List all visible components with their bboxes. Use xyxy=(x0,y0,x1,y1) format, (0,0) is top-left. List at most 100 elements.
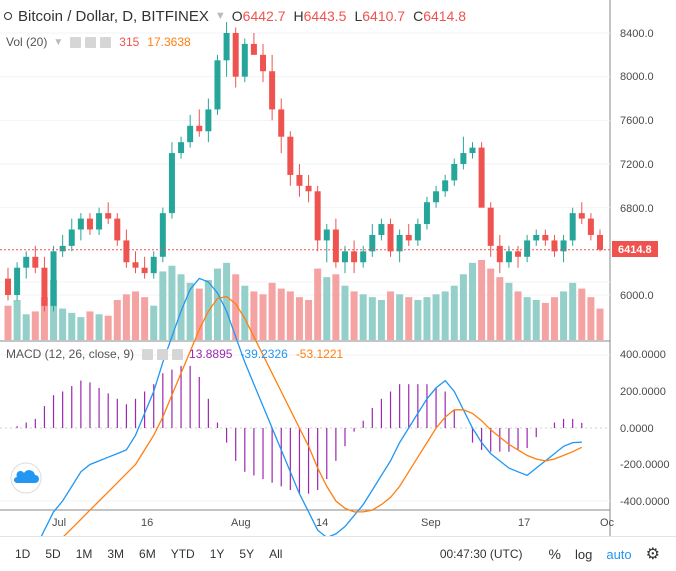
symbol-header[interactable]: Bitcoin / Dollar, D, BITFINEX ▼ O6442.7 … xyxy=(4,6,474,26)
volume-bar xyxy=(132,291,140,340)
volume-bar xyxy=(141,297,149,340)
range-all-button[interactable]: All xyxy=(269,547,283,561)
candle-body xyxy=(578,213,585,219)
volume-bar xyxy=(314,268,322,340)
candle-body xyxy=(23,256,30,268)
volume-bar xyxy=(432,294,440,340)
range-1d-button[interactable]: 1D xyxy=(15,547,31,561)
ohlc-low: L6410.7 xyxy=(354,8,405,24)
volume-bar xyxy=(232,274,240,340)
candle-body xyxy=(214,60,221,110)
volume-bar xyxy=(122,294,130,340)
candle-body xyxy=(524,240,531,257)
volume-bar xyxy=(596,308,604,340)
macd-tick: -200.0000 xyxy=(620,459,670,471)
volume-bar xyxy=(150,305,158,340)
candle-body xyxy=(496,245,503,263)
candle-body xyxy=(114,218,121,241)
candle-body xyxy=(405,234,412,241)
settings-icon[interactable] xyxy=(85,36,97,48)
volume-bar xyxy=(414,300,422,340)
status-dot-icon xyxy=(4,12,12,20)
range-5y-button[interactable]: 5Y xyxy=(239,547,255,561)
macd-tick: -400.0000 xyxy=(620,496,670,508)
log-toggle[interactable]: log xyxy=(574,546,593,562)
candle-body xyxy=(241,43,248,77)
range-6m-button[interactable]: 6M xyxy=(139,547,156,561)
low-value: 6410.7 xyxy=(362,8,406,24)
volume-bar xyxy=(104,315,112,340)
close-icon[interactable] xyxy=(172,348,184,360)
macd-histogram-value: 13.8895 xyxy=(189,347,233,361)
ohlc-high: H6443.5 xyxy=(294,8,347,24)
macd-histogram xyxy=(16,365,583,494)
volume-bar xyxy=(514,291,522,340)
range-1m-button[interactable]: 1M xyxy=(75,547,93,561)
volume-bar xyxy=(68,312,76,340)
candle-body xyxy=(187,125,194,143)
signal-line xyxy=(63,295,583,536)
chevron-down-icon[interactable]: ▼ xyxy=(53,36,64,48)
grid xyxy=(0,32,610,502)
range-1y-button[interactable]: 1Y xyxy=(209,547,225,561)
time-tick: 14 xyxy=(316,517,328,529)
candle-body xyxy=(314,191,321,241)
macd-legend[interactable]: MACD (12, 26, close, 9) 13.8895 -39.2326… xyxy=(6,347,343,361)
volume-bar xyxy=(377,300,385,340)
volume-bars xyxy=(4,260,604,340)
candle-body xyxy=(505,251,512,263)
range-5d-button[interactable]: 5D xyxy=(45,547,61,561)
gear-icon[interactable]: ⚙ xyxy=(645,546,660,563)
volume-bar xyxy=(387,291,395,340)
candle-body xyxy=(433,191,440,203)
candle-body xyxy=(141,267,148,274)
close-icon[interactable] xyxy=(100,36,112,48)
chart-svg[interactable]: 8400.0 8000.0 7600.0 7200.0 6800.0 6000.… xyxy=(0,0,676,536)
volume-bar xyxy=(259,294,267,340)
volume-bar xyxy=(578,288,586,340)
macd-value: -39.2326 xyxy=(240,347,288,361)
candle-body xyxy=(551,240,558,252)
volume-bar xyxy=(186,282,194,340)
close-label: C xyxy=(413,8,424,24)
volume-bar xyxy=(213,268,221,340)
candle-body xyxy=(387,224,394,252)
volume-bar xyxy=(40,297,48,340)
macd-title[interactable]: MACD (12, 26, close, 9) xyxy=(6,347,135,361)
range-3m-button[interactable]: 3M xyxy=(107,547,125,561)
candle-body xyxy=(50,251,57,306)
candle-body xyxy=(278,109,285,137)
range-ytd-button[interactable]: YTD xyxy=(170,547,195,561)
candle-body xyxy=(150,256,157,274)
time-tick: Oc xyxy=(600,517,615,529)
candle-body xyxy=(250,43,257,55)
price-tick: 6000.0 xyxy=(620,290,654,302)
volume-title[interactable]: Vol (20) xyxy=(6,35,48,49)
time-tick: Sep xyxy=(421,517,441,529)
volume-legend[interactable]: Vol (20) ▼ 315 17.3638 xyxy=(6,35,191,49)
candle-body xyxy=(569,213,576,241)
volume-bar xyxy=(396,294,404,340)
price-tick: 7200.0 xyxy=(620,159,654,171)
volume-bar xyxy=(560,291,568,340)
macd-tick: 400.0000 xyxy=(620,349,666,361)
candle-body xyxy=(260,54,267,72)
utc-clock[interactable]: 00:47:30 (UTC) xyxy=(439,547,523,561)
tradingview-cloud-icon[interactable] xyxy=(10,462,42,494)
chevron-down-icon[interactable]: ▼ xyxy=(214,10,226,22)
ohlc-close: C6414.8 xyxy=(413,8,466,24)
symbol-title[interactable]: Bitcoin / Dollar, D, BITFINEX xyxy=(18,7,209,25)
volume-ma-value: 17.3638 xyxy=(147,35,191,49)
percent-toggle[interactable]: % xyxy=(548,546,561,562)
price-tick: 8000.0 xyxy=(620,71,654,83)
candle-body xyxy=(205,109,212,132)
eye-icon[interactable] xyxy=(70,36,82,48)
candle-body xyxy=(159,213,166,257)
close-value: 6414.8 xyxy=(423,8,467,24)
volume-bar xyxy=(177,274,185,340)
auto-toggle[interactable]: auto xyxy=(606,546,632,562)
candle-body xyxy=(32,256,39,268)
eye-icon[interactable] xyxy=(142,348,154,360)
settings-icon[interactable] xyxy=(157,348,169,360)
